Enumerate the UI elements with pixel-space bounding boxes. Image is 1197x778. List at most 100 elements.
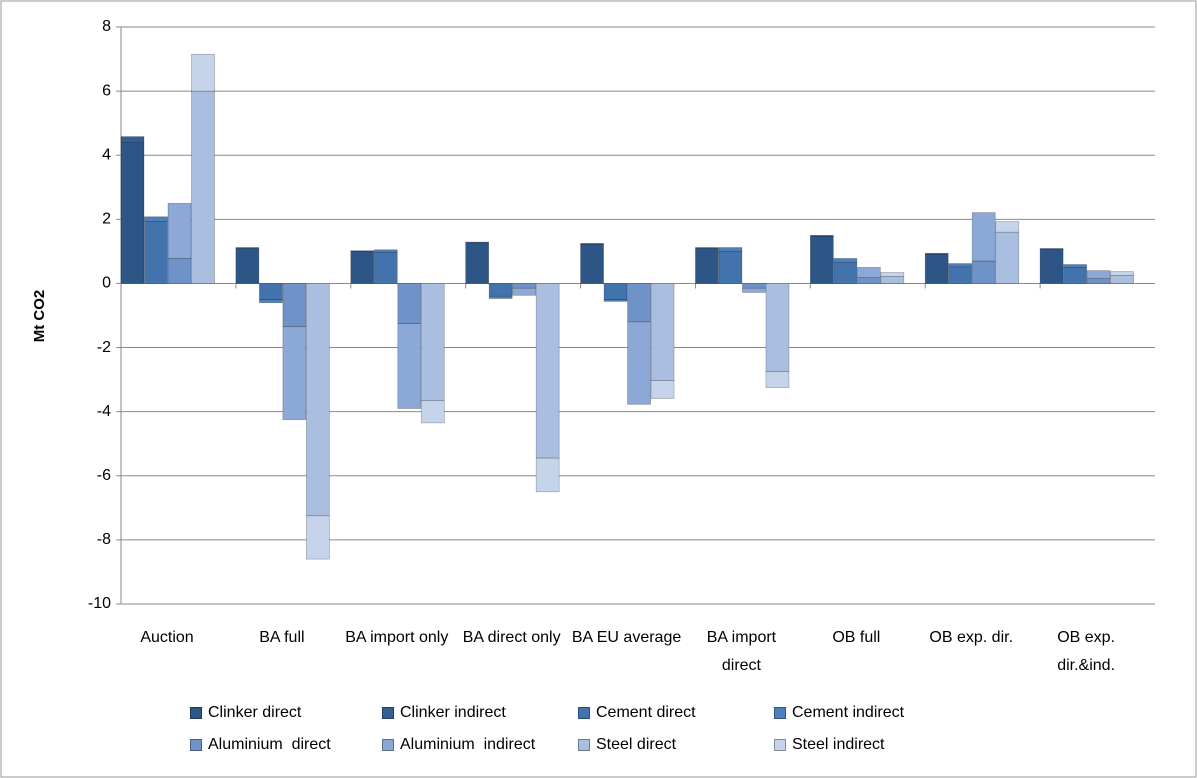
y-axis-title: Mt CO2 — [31, 290, 48, 343]
bar-segment — [1039, 248, 1064, 250]
legend-item: Aluminium indirect — [382, 736, 578, 754]
y-tick-label: -4 — [97, 403, 111, 420]
bar-segment — [120, 136, 145, 143]
x-tick-label: BA import only — [345, 629, 449, 646]
legend-swatch — [382, 739, 394, 751]
bar-segment — [580, 243, 604, 245]
bar-segment — [650, 380, 675, 399]
x-tick-label: BA full — [259, 629, 305, 646]
bar-segment — [397, 323, 422, 409]
bar-segment — [995, 221, 1020, 233]
bar-segment — [765, 283, 790, 372]
legend-label: Aluminium indirect — [400, 736, 536, 753]
bar-segment — [718, 251, 743, 284]
legend-swatch — [578, 739, 590, 751]
bar-segment — [144, 216, 168, 222]
legend-swatch — [774, 739, 786, 751]
bar-segment — [718, 247, 743, 252]
bar-segment — [695, 247, 719, 284]
bar-segment — [880, 272, 905, 277]
bar-segment — [971, 212, 996, 262]
y-tick-label: -8 — [97, 531, 111, 548]
bar-segment — [488, 283, 513, 297]
bar-segment — [1086, 270, 1111, 279]
bar-segment — [948, 263, 973, 268]
bar-segment — [191, 53, 215, 92]
bar-segment — [627, 283, 651, 323]
bar-segment — [833, 262, 858, 284]
legend-label: Steel direct — [596, 736, 677, 753]
bar-segment — [373, 249, 398, 253]
legend-item: Aluminium direct — [190, 736, 382, 754]
bar-segment — [1063, 267, 1087, 284]
legend-swatch — [578, 707, 590, 719]
bar-segment — [1110, 271, 1134, 276]
bar-segment — [512, 287, 537, 296]
bar-segment — [465, 242, 490, 284]
bar-segment — [1110, 275, 1134, 284]
bar-segment — [742, 287, 766, 293]
x-tick-label: Auction — [140, 629, 194, 646]
bar-segment — [259, 299, 283, 304]
bar-segment — [924, 252, 949, 255]
legend: Clinker direct Clinker indirect Cement dir… — [190, 704, 1010, 754]
bar-segment — [465, 241, 490, 244]
bar-segment — [856, 267, 881, 279]
bar-segment — [120, 142, 145, 284]
bar-segment — [1086, 278, 1111, 284]
bar-segment — [420, 283, 445, 401]
bar-segment — [535, 283, 560, 459]
legend-item: Clinker direct — [190, 704, 382, 722]
legend-item: Cement direct — [578, 704, 774, 722]
bar-segment — [833, 258, 858, 263]
bar-segment — [856, 277, 881, 284]
bar-segment — [650, 283, 675, 381]
bar-segment — [235, 247, 260, 249]
bar-segment — [880, 276, 905, 284]
legend-label: Cement direct — [596, 704, 696, 721]
x-tick-label: OB full — [832, 629, 881, 646]
x-tick-label: OB exp. dir. — [929, 629, 1014, 646]
bar-segment — [1039, 248, 1064, 284]
bar-segment — [235, 247, 260, 284]
legend-swatch — [774, 707, 786, 719]
legend-label: Cement indirect — [792, 704, 905, 721]
bar-segment — [765, 371, 790, 388]
bar-segment — [948, 266, 973, 284]
bar-segment — [306, 283, 330, 517]
bar-segment — [809, 235, 834, 284]
bar-segment — [167, 202, 192, 259]
bar-segment — [259, 283, 283, 300]
x-tick-label: OB exp. dir.&ind. — [1057, 629, 1116, 674]
bar-segment — [995, 231, 1020, 284]
y-tick-label: 0 — [102, 275, 111, 292]
bar-segment — [627, 321, 651, 405]
bar-segment — [191, 90, 215, 284]
bar-segment — [350, 250, 375, 252]
bar-segment — [306, 515, 330, 560]
y-tick-label: 6 — [102, 82, 111, 99]
bar-segment — [603, 283, 628, 300]
y-tick-label: -2 — [97, 339, 111, 356]
legend-item: Cement indirect — [774, 704, 970, 722]
bar-segment — [373, 252, 398, 284]
legend-item: Steel direct — [578, 736, 774, 754]
bar-segment — [535, 457, 560, 493]
legend-label: Clinker direct — [208, 704, 302, 721]
x-tick-label: BA EU average — [571, 629, 682, 646]
bar-segment — [282, 283, 307, 328]
bar-segment — [603, 299, 628, 302]
bar-segment — [282, 326, 307, 421]
legend-item: Steel indirect — [774, 736, 970, 754]
bar-segment — [742, 283, 766, 289]
bar-segment — [512, 283, 537, 289]
bar-segment — [924, 253, 949, 284]
bar-segment — [420, 400, 445, 424]
bar-segment — [1063, 264, 1087, 268]
legend-label: Steel indirect — [792, 736, 885, 753]
bar-segment — [144, 221, 168, 284]
y-tick-label: -10 — [88, 595, 111, 612]
legend-label: Clinker indirect — [400, 704, 506, 721]
